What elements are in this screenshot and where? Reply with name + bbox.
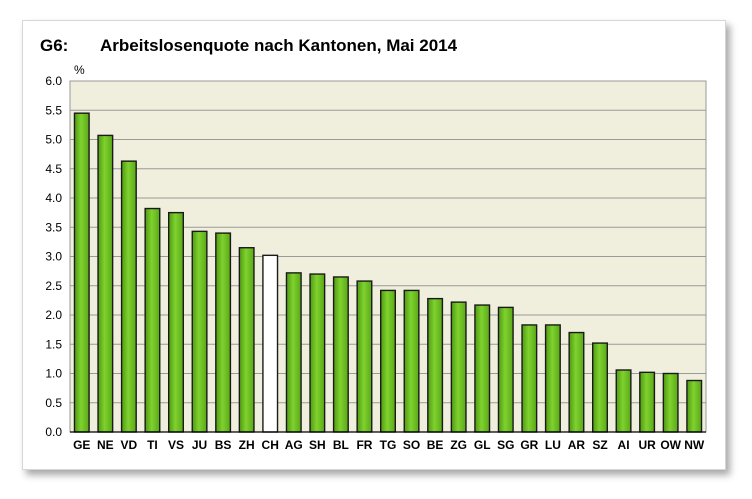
y-tick-label: 0.0: [45, 425, 62, 439]
bar-sg: [497, 306, 514, 433]
x-tick-label: CH: [262, 438, 279, 452]
bar-ti: [144, 207, 161, 433]
bar-be: [427, 297, 444, 433]
x-tick-label: FR: [356, 438, 372, 452]
x-tick-label: OW: [660, 438, 681, 452]
x-tick-label: AR: [568, 438, 586, 452]
bar-sz: [591, 342, 609, 433]
chart-number: G6:: [40, 36, 69, 55]
bar-fr: [356, 280, 373, 433]
chart-title: G6: Arbeitslosenquote nach Kantonen, Mai …: [40, 36, 457, 56]
x-tick-label: UR: [638, 438, 656, 452]
x-tick-label: TG: [380, 438, 397, 452]
x-tick-label: LU: [545, 438, 561, 452]
bar-vd: [120, 160, 137, 433]
x-tick-label: AI: [618, 438, 630, 452]
x-tick-label: AG: [285, 438, 303, 452]
y-tick-label: 5.5: [45, 103, 62, 117]
bar-ar: [568, 331, 585, 433]
x-tick-label: SZ: [592, 438, 607, 452]
y-tick-label: 4.0: [45, 191, 62, 205]
bar-bs: [215, 232, 232, 433]
bar-vs: [167, 211, 185, 433]
bar-lu: [544, 324, 561, 433]
bar-nw: [686, 379, 703, 433]
y-tick-label: 2.0: [45, 308, 62, 322]
bar-so: [403, 289, 420, 433]
x-tick-label: VS: [168, 438, 184, 452]
x-tick-label: GR: [520, 438, 538, 452]
x-tick-label: VD: [121, 438, 138, 452]
x-tick-label: BL: [333, 438, 349, 452]
bar-ne: [97, 134, 114, 433]
x-tick-label: SG: [497, 438, 514, 452]
y-axis-ticks: 0.0 0.5 1.0 1.5 2.0 2.5 3.0 3.5 4.0 4.5 5.0 5.5 6.0: [45, 74, 62, 439]
x-axis-ticks: GE NE VD TI VS JU BS ZH CH AG SH BL FR TG SO BE ZG GL SG GR…: [73, 438, 705, 452]
x-tick-label: NW: [684, 438, 705, 452]
x-tick-label: ZG: [450, 438, 467, 452]
bar-ag: [285, 272, 302, 433]
x-tick-label: ZH: [239, 438, 255, 452]
x-tick-label: JU: [192, 438, 207, 452]
y-tick-label: 6.0: [45, 74, 62, 88]
chart-title-text: Arbeitslosenquote nach Kantonen, Mai 201…: [100, 36, 458, 55]
bar-tg: [379, 289, 397, 433]
y-tick-label: 1.5: [45, 337, 62, 351]
bar-ow: [662, 372, 679, 433]
y-axis-label: %: [74, 63, 85, 77]
y-tick-label: 0.5: [45, 396, 62, 410]
y-tick-label: 3.0: [45, 250, 62, 264]
x-tick-label: SO: [403, 438, 420, 452]
bar-ai: [615, 369, 632, 433]
bar-ju: [191, 230, 208, 433]
y-tick-label: 1.0: [45, 367, 62, 381]
y-tick-label: 5.0: [45, 133, 62, 147]
bar-ch: [262, 254, 279, 433]
bar-zg: [450, 301, 467, 433]
x-tick-label: BE: [427, 438, 444, 452]
x-tick-label: GL: [474, 438, 491, 452]
x-tick-label: BS: [215, 438, 232, 452]
y-tick-label: 4.5: [45, 162, 62, 176]
x-tick-label: NE: [97, 438, 114, 452]
bar-sh: [309, 273, 326, 433]
bar-gl: [474, 304, 491, 433]
x-tick-label: GE: [73, 438, 90, 452]
bar-bl: [332, 276, 349, 433]
bar-zh: [238, 247, 255, 433]
x-tick-label: SH: [309, 438, 326, 452]
y-tick-label: 3.5: [45, 220, 62, 234]
bar-ur: [639, 371, 656, 433]
y-tick-label: 2.5: [45, 279, 62, 293]
bar-ge: [73, 112, 90, 433]
bars: [73, 112, 703, 433]
x-tick-label: TI: [147, 438, 158, 452]
bar-gr: [521, 324, 538, 433]
